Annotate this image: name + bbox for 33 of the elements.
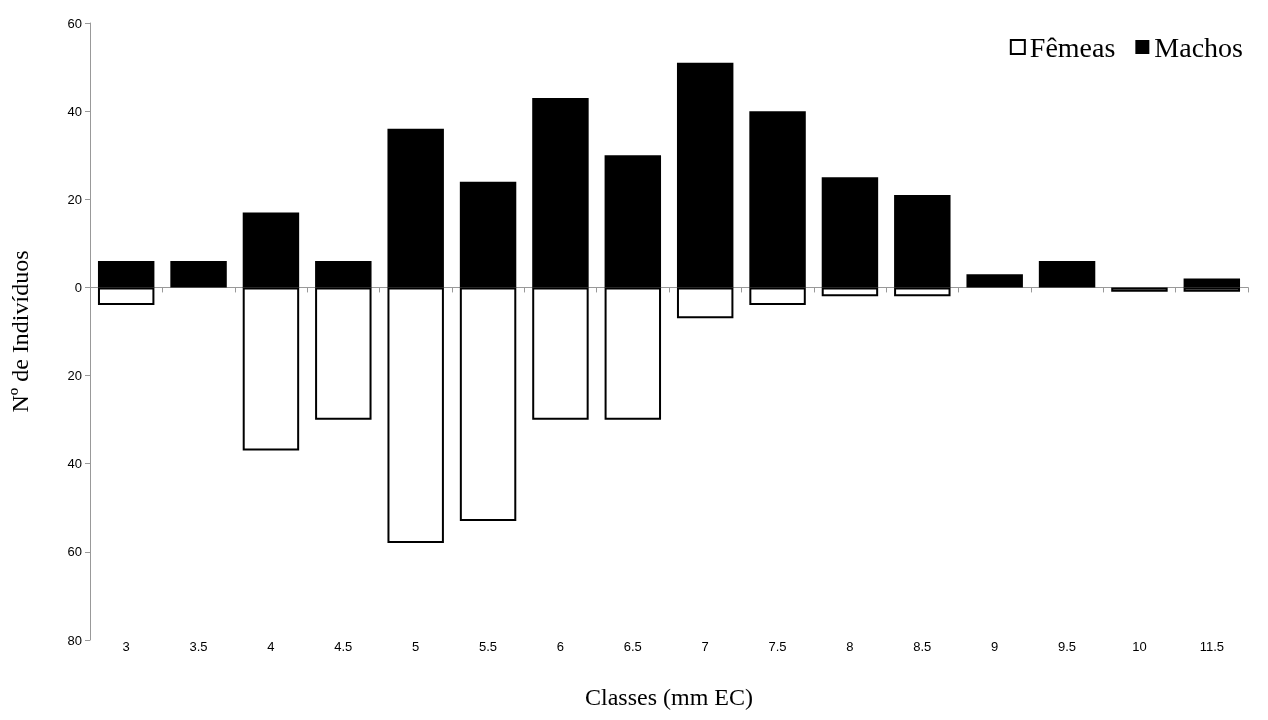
x-tick-label: 9.5 — [1058, 639, 1077, 654]
x-tick-label: 3.5 — [189, 639, 208, 654]
x-tick-label: 5 — [412, 639, 420, 654]
legend-label: Machos — [1154, 31, 1244, 63]
y-tick-label: 80 — [67, 632, 82, 648]
bar — [170, 260, 227, 288]
bar — [1038, 260, 1096, 288]
y-tick-label: 40 — [67, 103, 82, 119]
y-tick-label: 40 — [67, 456, 82, 472]
x-tick-label: 10 — [1132, 639, 1147, 654]
x-tick-label: 9 — [991, 639, 999, 654]
x-tick-label: 8.5 — [913, 639, 932, 654]
y-tick-label: 60 — [67, 15, 82, 31]
legend-label: Fêmeas — [1029, 31, 1116, 63]
x-tick-label: 4 — [267, 639, 275, 654]
x-tick-label: 8 — [846, 639, 854, 654]
bar — [1111, 287, 1168, 292]
x-tick-label: 7.5 — [768, 639, 787, 654]
y-tick-label: 60 — [67, 544, 82, 560]
y-tick-label: 0 — [74, 279, 82, 295]
x-tick-label: 3 — [122, 639, 130, 654]
x-tick-label: 4.5 — [334, 639, 353, 654]
bar — [1183, 278, 1241, 288]
x-tick-label: 5.5 — [479, 639, 498, 654]
x-tick-label: 6 — [556, 639, 565, 654]
bar — [966, 274, 1023, 288]
y-axis-title: Nº de Indivíduos — [7, 250, 33, 413]
x-tick-label: 7 — [701, 639, 709, 654]
y-tick-label: 20 — [67, 368, 82, 384]
x-tick-label: 11.5 — [1199, 639, 1224, 654]
y-tick-label: 20 — [67, 191, 82, 207]
x-axis-title: Classes (mm EC) — [585, 684, 753, 710]
x-tick-label: 6.5 — [623, 639, 642, 654]
